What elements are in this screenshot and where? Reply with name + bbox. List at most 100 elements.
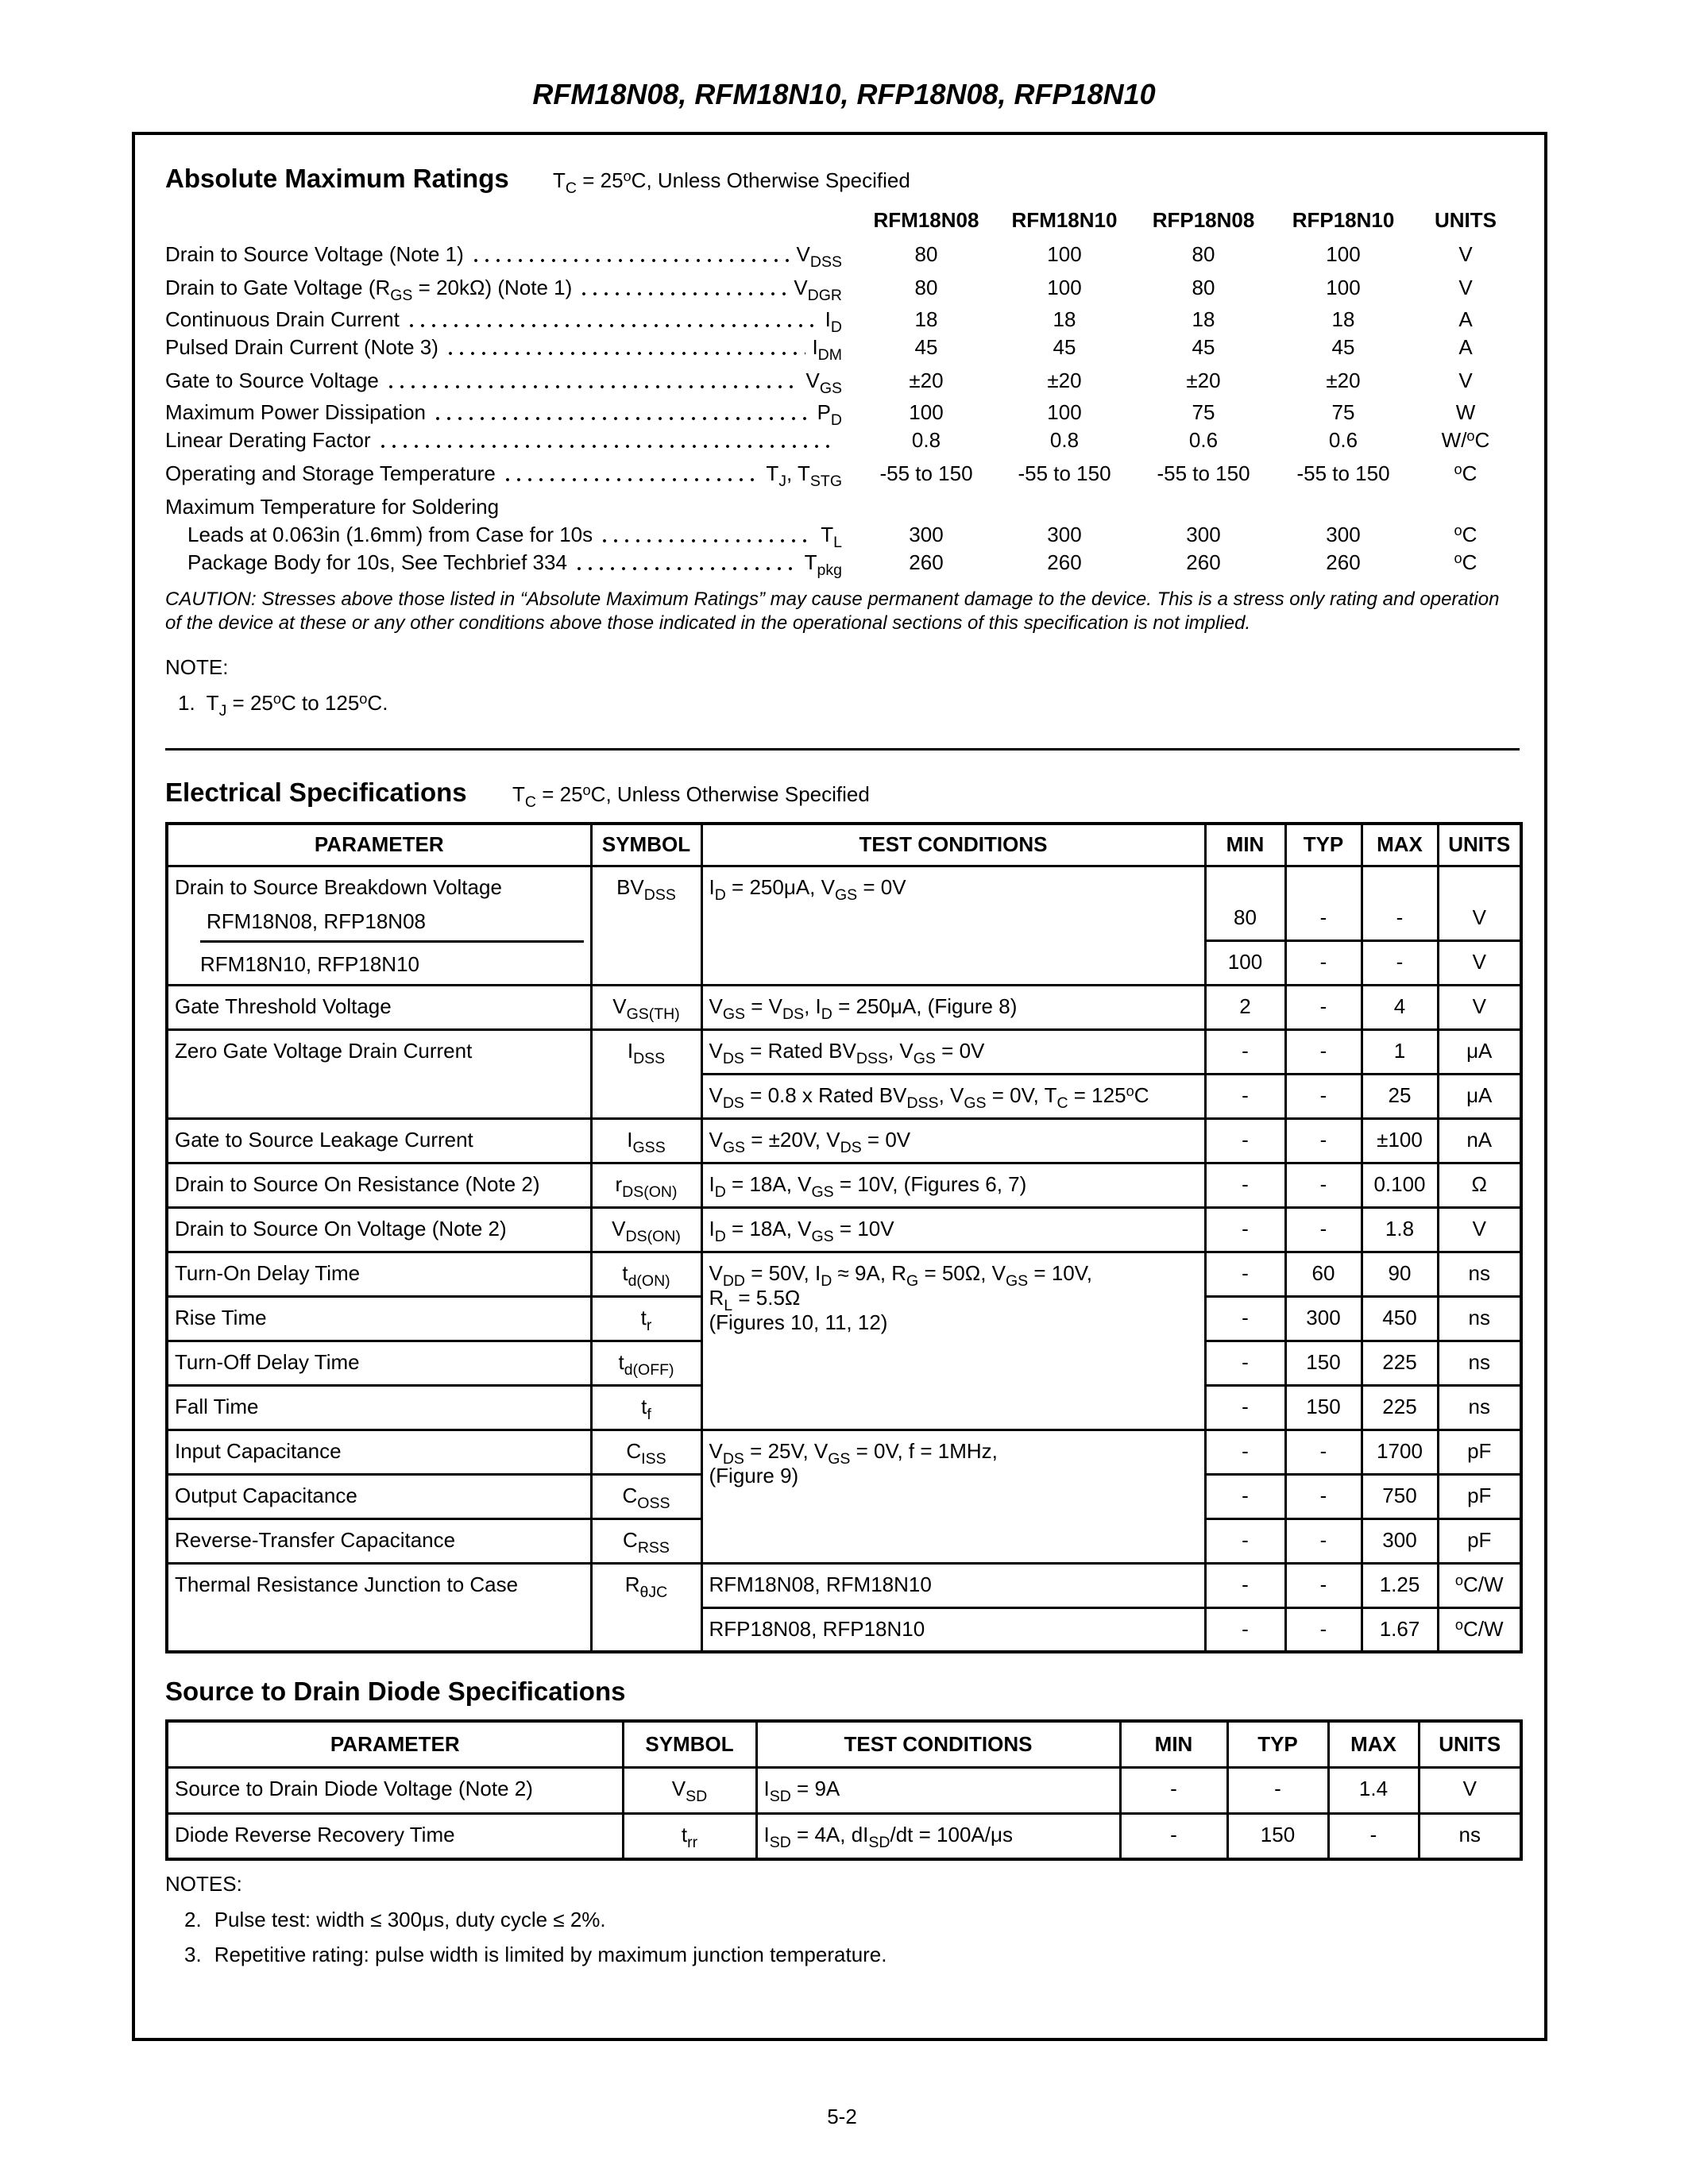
value-cell: Ω [1436,1161,1523,1209]
rating-value: 80 [914,242,938,266]
rating-label: Continuous Drain Current [165,307,400,331]
text-run: = 20kΩ) (Note 1) [412,276,573,299]
value-cell: - [1284,983,1363,1031]
subscript: OSS [637,1494,670,1512]
text-run: R [709,1285,724,1310]
superscript: o [1454,522,1462,538]
value-cell: - [1203,1250,1287,1298]
value-cell: - [1203,1561,1287,1609]
rating-value: 260 [1047,550,1082,574]
note-number: 3. [184,1943,202,1966]
text-run: = 0V, f = 1MHz, [850,1438,998,1463]
text-run: I [812,335,818,359]
value-cell: μA [1436,1028,1523,1075]
value-cell: ns [1417,1812,1523,1861]
value-cell: 1 [1360,1028,1439,1075]
text-run: V [709,994,723,1018]
text-run: V [709,1082,723,1107]
subscript: GS [722,1138,746,1156]
text-run: = 50Ω, V [918,1260,1006,1285]
subscript: DS(ON) [622,1183,678,1201]
column-header: MIN [1118,1719,1229,1769]
text-run: T [821,523,834,546]
value-cell: - [1327,1812,1420,1861]
symbol-cell: tr [589,1295,703,1342]
parameter-cell: Turn-On Delay Time [165,1250,593,1298]
subscript: J [778,472,787,490]
text-run: , V [938,1082,964,1107]
leader [377,443,836,450]
value-cell: 1.4 [1327,1765,1420,1815]
text-run: C [622,1483,638,1507]
rating-value: -55 to 150 [1296,461,1390,485]
rating-value: 45 [1192,335,1215,359]
condition-line: VDD = 50V, ID ≈ 9A, RG = 50Ω, VGS = 10V, [709,1260,1198,1289]
value-cell: - [1284,864,1363,942]
variant: RFM18N08, RFP18N08 [207,909,426,933]
conditions-cell: VDS = 25V, VGS = 0V, f = 1MHz, (Figure 9) [700,1428,1207,1565]
text-run: /dt = 100A/μs [890,1822,1013,1846]
parameter-cell: Gate to Source Leakage Current [165,1117,593,1164]
section-title: Absolute Maximum Ratings [165,164,509,193]
leader [469,257,790,264]
parameter-cell: Input Capacitance [165,1428,593,1476]
note-text: Repetitive rating: pulse width is limite… [214,1943,887,1966]
parameter-cell: Output Capacitance [165,1472,593,1520]
text-run: V [709,1127,723,1152]
rating-value: 45 [1331,335,1355,359]
subscript: L [724,1296,733,1314]
value-cell: 1.8 [1360,1206,1439,1253]
text-run: T [206,691,219,715]
superscript: o [272,690,281,707]
value-cell: ns [1436,1383,1523,1431]
symbol-cell: COSS [589,1472,703,1520]
symbol-cell: RθJC [589,1561,703,1653]
text-run: = 10V, (Figures 6, 7) [833,1171,1027,1196]
leader [573,565,798,572]
text-run: = 25 [576,168,624,192]
text-run: C [626,1438,642,1463]
value-cell: - [1284,1472,1363,1520]
text-run: r [615,1171,623,1196]
text-run: = 250μA, V [725,874,835,899]
note-heading: NOTE: [165,655,229,679]
parameter-cell: Drain to Source On Voltage (Note 2) [165,1206,593,1253]
value-cell: nA [1436,1117,1523,1164]
rating-label: Linear Derating Factor [165,428,371,452]
text-run: R [624,1572,640,1596]
table-row: Thermal Resistance Junction to Case RθJC R… [165,1561,1523,1653]
rating-value: -55 to 150 [879,461,973,485]
value-cell: 450 [1360,1295,1439,1342]
rating-row: Package Body for 10s, See Techbrief 334 T… [187,550,842,578]
subscript: C [524,793,536,811]
column-header: RFM18N10 [1011,208,1118,232]
column-header: SYMBOL [621,1719,758,1769]
value-cell: ±100 [1360,1117,1439,1164]
text-run: W/ [1441,428,1467,452]
parameter: Drain to Source Breakdown Voltage [175,874,502,899]
text-run: = 18A, V [725,1171,812,1196]
rating-label: Leads at 0.063in (1.6mm) from Case for 1… [187,523,593,546]
column-header: RFP18N08 [1152,208,1255,232]
symbol-cell: VDS(ON) [589,1206,703,1253]
value-cell: 300 [1360,1517,1439,1565]
text-run: , V [887,1038,914,1063]
text-run: I [825,307,831,331]
value-cell: V [1436,864,1523,942]
subscript: rr [687,1833,698,1851]
value-cell: μA [1436,1072,1523,1120]
table-row: Gate Threshold Voltage VGS(TH) VGS = VDS, … [165,983,1523,1031]
value-cell: 0.100 [1360,1161,1439,1209]
conditions-cell: ISD = 9A [755,1765,1122,1815]
column-header: RFP18N10 [1292,208,1395,232]
value-cell: - [1203,1117,1287,1164]
rating-label: Gate to Source Voltage [165,369,379,392]
rating-label: Operating and Storage Temperature [165,461,496,485]
value-cell: V [1436,1206,1523,1253]
subscript: DSS [856,1049,888,1067]
value-cell: oC/W [1436,1606,1523,1653]
column-header: TEST CONDITIONS [700,822,1207,867]
subscript: GS [828,1449,851,1468]
text-run: V [709,1038,723,1063]
parameter-cell: Thermal Resistance Junction to Case [165,1561,593,1653]
